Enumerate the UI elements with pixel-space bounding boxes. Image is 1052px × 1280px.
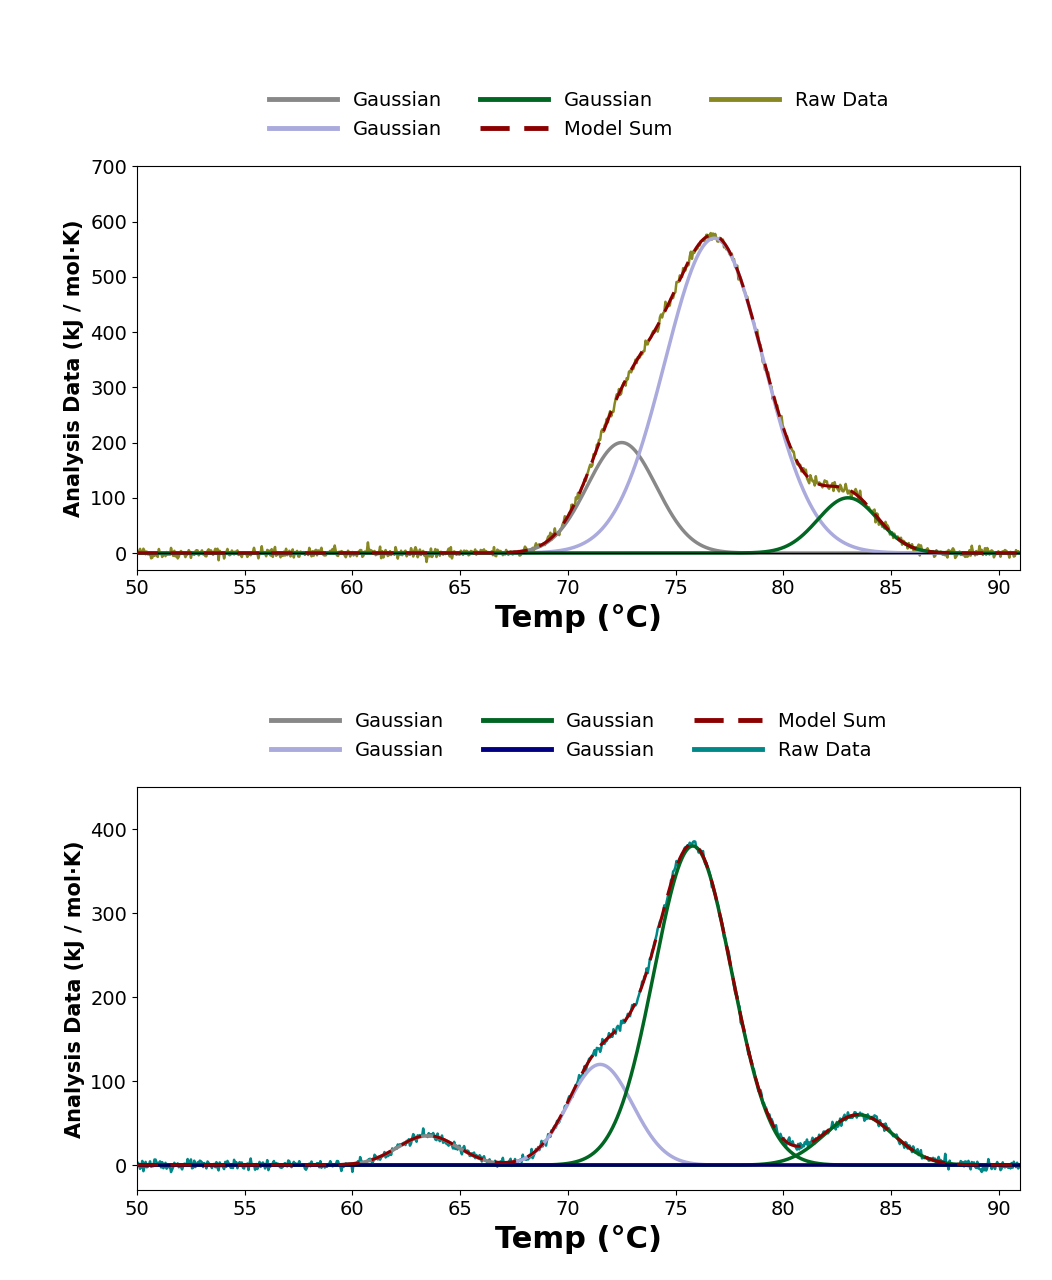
Legend: Gaussian, Gaussian, Gaussian, Model Sum, Raw Data: Gaussian, Gaussian, Gaussian, Model Sum,… <box>259 82 898 148</box>
X-axis label: Temp (°C): Temp (°C) <box>495 1225 662 1253</box>
X-axis label: Temp (°C): Temp (°C) <box>495 604 662 632</box>
Y-axis label: Analysis Data (kJ / mol·K): Analysis Data (kJ / mol·K) <box>64 840 84 1138</box>
Y-axis label: Analysis Data (kJ / mol·K): Analysis Data (kJ / mol·K) <box>64 219 84 517</box>
Legend: Gaussian, Gaussian, Gaussian, Gaussian, Model Sum, Raw Data: Gaussian, Gaussian, Gaussian, Gaussian, … <box>261 703 896 769</box>
